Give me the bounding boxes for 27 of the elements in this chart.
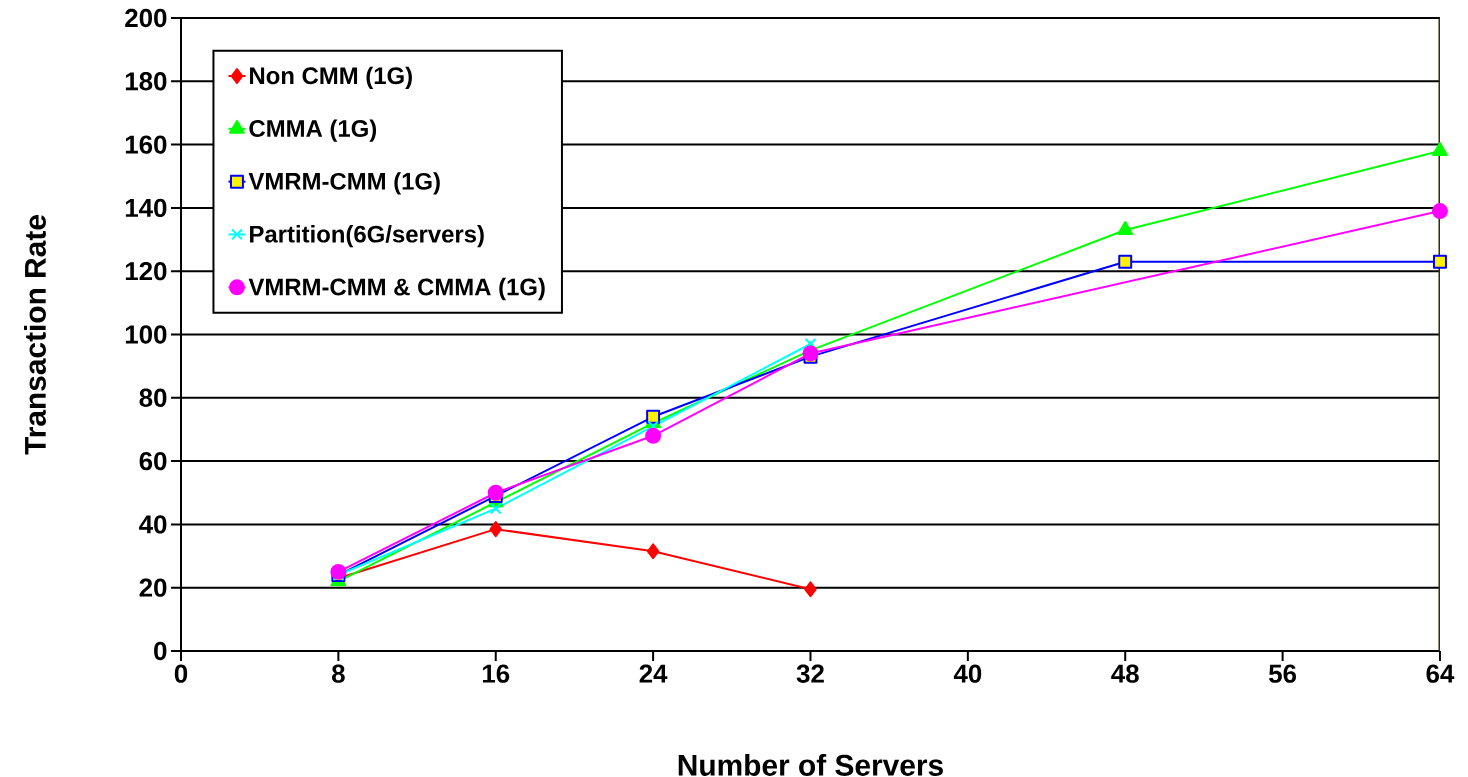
x-tick-label: 16 [482, 664, 510, 683]
legend-label: CMMA (1G) [249, 119, 377, 142]
legend-label: VMRM-CMM (1G) [248, 172, 440, 195]
y-axis-title: Transaction Rate [23, 215, 46, 455]
x-tick-label: 24 [639, 664, 668, 683]
x-tick-label: 48 [1111, 664, 1139, 683]
y-tick-label: 120 [125, 262, 167, 281]
x-tick-label: 32 [796, 664, 824, 683]
y-tick-label: 0 [154, 641, 167, 661]
legend-label: Partition(6G/servers) [250, 225, 484, 248]
y-tick-label: 20 [139, 578, 167, 597]
y-tick-label: 40 [139, 515, 167, 534]
legend-label: VMRM-CMM & CMMA (1G) [248, 277, 545, 301]
y-tick-label: 200 [125, 8, 167, 28]
y-tick-label: 140 [125, 198, 167, 218]
x-axis-title: Number of Servers [678, 753, 943, 776]
x-tick-label: 64 [1426, 664, 1455, 683]
x-tick-label: 40 [953, 664, 982, 683]
y-tick-label: 60 [139, 451, 167, 471]
y-tick-label: 100 [125, 325, 167, 344]
x-tick-label: 0 [174, 664, 188, 683]
y-tick-label: 180 [125, 72, 167, 91]
x-tick-label: 8 [332, 664, 345, 683]
y-tick-label: 160 [125, 135, 167, 154]
y-tick-label: 80 [139, 388, 167, 407]
legend-label: Non CMM (1G) [250, 66, 412, 89]
x-tick-label: 56 [1268, 664, 1297, 683]
